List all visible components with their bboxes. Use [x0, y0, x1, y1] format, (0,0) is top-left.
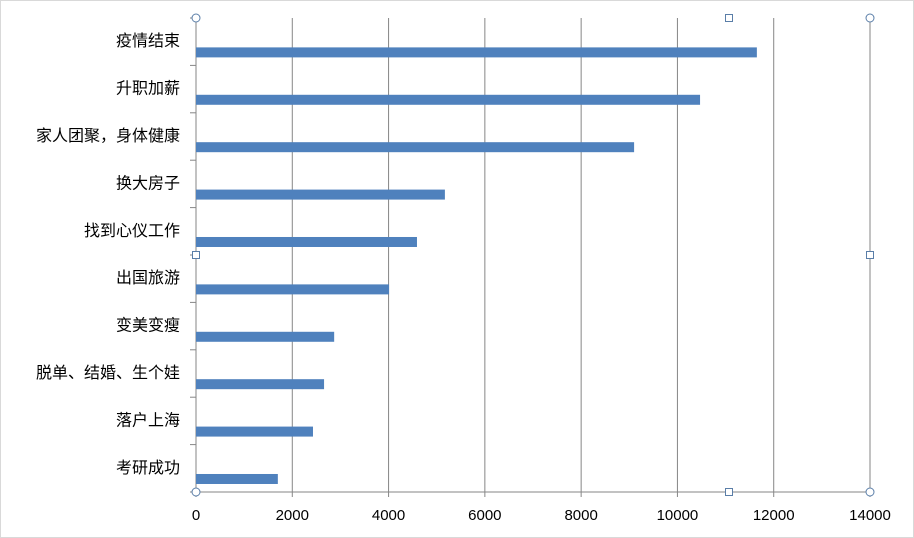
- x-tick-label: 0: [192, 507, 200, 524]
- bar: [196, 473, 278, 484]
- y-tick-label: 升职加薪: [116, 79, 180, 98]
- x-tick-label: 4000: [372, 507, 405, 524]
- bar: [196, 189, 445, 200]
- bar: [196, 379, 325, 390]
- y-tick-label: 变美变瘦: [116, 316, 180, 335]
- selection-handle: [725, 14, 733, 22]
- bar: [196, 331, 335, 342]
- x-tick-label: 12000: [753, 507, 795, 524]
- bar: [196, 236, 417, 247]
- y-tick-label: 疫情结束: [116, 31, 180, 50]
- selection-handle: [866, 251, 874, 259]
- bar: [196, 94, 701, 105]
- selection-handle: [191, 487, 201, 497]
- selection-handle: [191, 13, 201, 23]
- selection-handle: [865, 487, 875, 497]
- x-tick-label: 10000: [657, 507, 699, 524]
- y-tick-label: 换大房子: [116, 173, 180, 192]
- selection-handle: [192, 251, 200, 259]
- y-tick-label: 落户上海: [116, 410, 180, 429]
- y-tick-label: 出国旅游: [116, 268, 180, 287]
- selection-handle: [725, 488, 733, 496]
- bar: [196, 426, 313, 437]
- selection-handle: [865, 13, 875, 23]
- bar: [196, 142, 635, 153]
- x-tick-label: 8000: [564, 507, 597, 524]
- bar: [196, 47, 757, 58]
- bar: [196, 284, 390, 295]
- y-tick-label: 找到心仪工作: [84, 221, 180, 240]
- y-tick-label: 脱单、结婚、生个娃: [36, 363, 180, 382]
- y-tick-label: 家人团聚，身体健康: [36, 126, 180, 145]
- x-tick-label: 14000: [849, 507, 891, 524]
- y-tick-label: 考研成功: [116, 458, 180, 477]
- x-tick-label: 6000: [468, 507, 501, 524]
- x-tick-label: 2000: [276, 507, 309, 524]
